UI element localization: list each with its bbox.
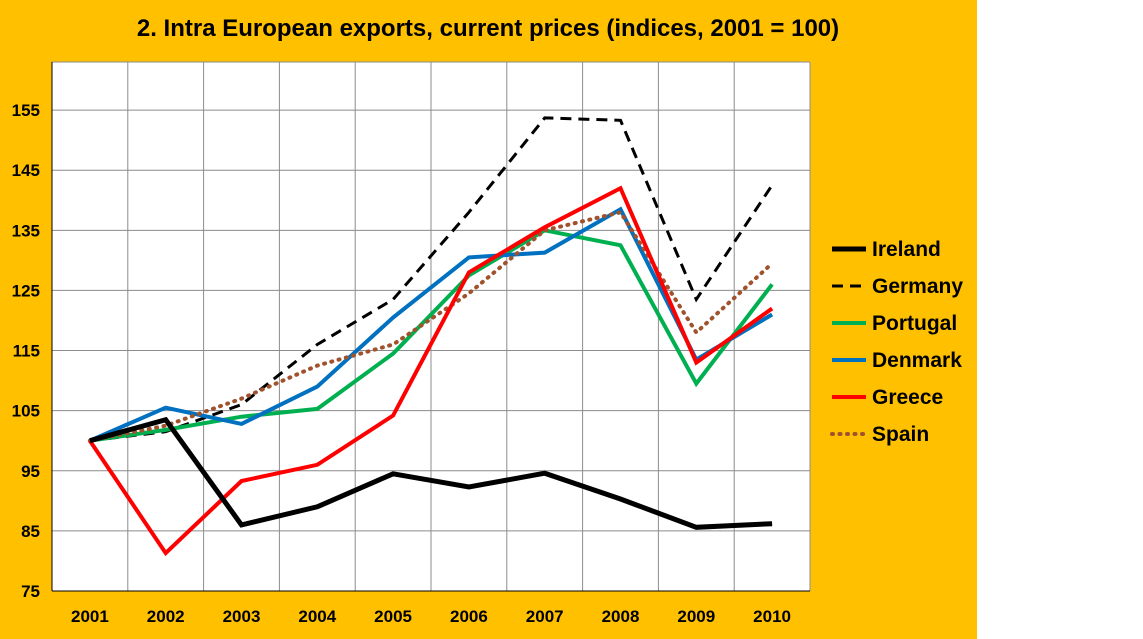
x-axis-ticks: 2001 2002 2003 2004 2005 2006 2007 2008 2009 2010 [71,607,791,626]
legend-label-germany: Germany [872,275,963,298]
x-tick-label-2002: 2002 [147,607,185,626]
y-tick-label-105: 105 [12,402,40,421]
x-tick-label-2009: 2009 [677,607,715,626]
x-tick-label-2008: 2008 [602,607,640,626]
legend-label-spain: Spain [872,423,929,446]
y-tick-label-155: 155 [12,101,40,120]
series-lines [87,116,775,557]
y-tick-label-95: 95 [21,462,40,481]
legend-label-portugal: Portugal [872,312,957,335]
legend-label-greece: Greece [872,386,943,409]
series-line-greece [88,185,774,557]
y-tick-label-85: 85 [21,522,40,541]
series-line-ireland [89,416,773,530]
y-tick-label-125: 125 [12,281,40,300]
x-tick-label-2005: 2005 [374,607,412,626]
x-tick-label-2001: 2001 [71,607,109,626]
page-background [977,0,1143,639]
legend: Ireland Germany Portugal Denmark Greece Spain [830,238,963,446]
x-tick-label-2003: 2003 [223,607,261,626]
y-tick-label-115: 115 [13,342,40,361]
y-tick-label-135: 135 [12,221,40,240]
legend-label-denmark: Denmark [872,349,962,372]
y-tick-label-75: 75 [21,582,40,601]
gridlines [51,61,811,592]
x-tick-label-2007: 2007 [526,607,564,626]
series-line-denmark [89,206,774,443]
x-tick-label-2010: 2010 [753,607,791,626]
y-axis-ticks: 75 85 95 105 115 125 135 145 155 [12,101,40,601]
chart-title: 2. Intra European exports, current price… [137,15,839,42]
y-tick-label-145: 145 [12,161,40,180]
series-line-germany [89,116,774,443]
x-tick-label-2006: 2006 [450,607,488,626]
x-tick-label-2004: 2004 [298,607,336,626]
legend-label-ireland: Ireland [872,238,941,261]
series-line-portugal [89,228,774,443]
